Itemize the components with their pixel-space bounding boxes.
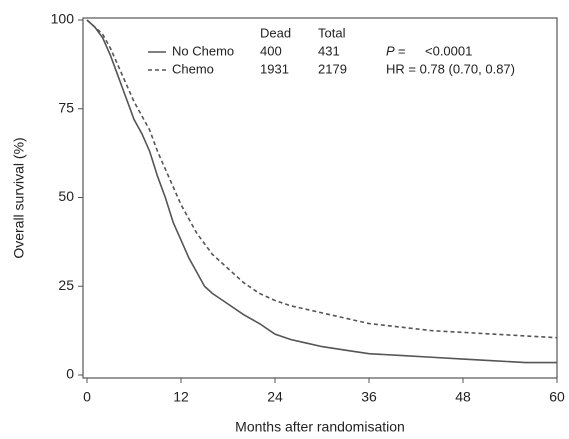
x-tick-label: 0 (83, 389, 91, 405)
y-tick-label: 0 (66, 366, 74, 382)
y-tick-label: 100 (51, 11, 75, 27)
legend-label: No Chemo (172, 43, 234, 58)
survival-curve (86, 19, 558, 339)
y-tick-label: 75 (58, 99, 74, 115)
total-count: 431 (318, 43, 340, 58)
p-value: <0.0001 (425, 43, 472, 58)
x-tick-label: 12 (173, 389, 189, 405)
x-tick-label: 48 (455, 389, 471, 405)
x-axis-label: Months after randomisation (235, 419, 405, 435)
x-tick-label: 36 (361, 389, 377, 405)
dead-count: 400 (260, 43, 282, 58)
x-tick-label: 60 (549, 389, 565, 405)
legend-label: Chemo (172, 61, 214, 76)
dead-count: 1931 (260, 61, 289, 76)
y-tick-label: 25 (58, 277, 74, 293)
total-count: 2179 (318, 61, 347, 76)
survival-curve (86, 19, 557, 364)
hazard-ratio: HR = 0.78 (0.70, 0.87) (386, 61, 515, 76)
y-axis-label: Overall survival (%) (11, 137, 27, 258)
p-label: P = (386, 43, 406, 58)
legend-header: Dead (260, 25, 291, 40)
x-tick-label: 24 (267, 389, 283, 405)
y-tick-label: 50 (58, 188, 74, 204)
legend-header: Total (318, 25, 346, 40)
